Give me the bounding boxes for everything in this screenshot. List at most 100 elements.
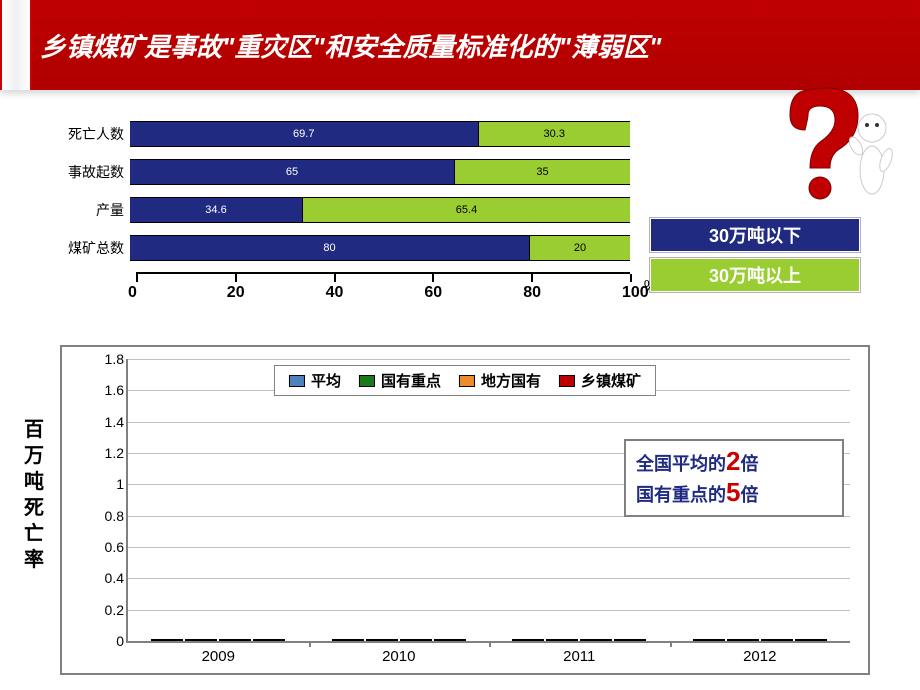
- gchart-xtick: [670, 641, 672, 647]
- hbar-chart: 死亡人数69.730.3事故起数6535产量34.665.4煤矿总数8020 %…: [60, 120, 630, 312]
- legend-label: 平均: [311, 370, 341, 391]
- hbar-x-axis: % 020406080100: [136, 272, 630, 312]
- gchart-group: [332, 639, 466, 641]
- gchart-bar: [761, 639, 793, 641]
- legend-label: 国有重点: [381, 370, 441, 391]
- gchart-bar: [795, 639, 827, 641]
- hbar-tick-label: 0: [128, 284, 137, 302]
- gchart-ylabel: 百万吨死亡率: [22, 417, 46, 573]
- gchart-group: [693, 639, 827, 641]
- gchart-bar: [332, 639, 364, 641]
- gchart-xlabel: 2012: [743, 648, 776, 665]
- gchart-gridline: [128, 422, 850, 423]
- hbar-seg-below: 80: [130, 236, 530, 260]
- hbar-seg-above: 30.3: [479, 122, 631, 146]
- gchart-ytick: 1.2: [84, 445, 124, 461]
- hbar-track: 69.730.3: [130, 121, 630, 147]
- hbar-tick-label: 40: [326, 284, 344, 302]
- hbar-label: 事故起数: [60, 162, 130, 182]
- gchart-legend: 平均 国有重点 地方国有 乡镇煤矿: [274, 365, 656, 396]
- callout-l2-pre: 国有重点的: [636, 485, 726, 505]
- question-figure: [780, 70, 900, 210]
- hbar-row: 事故起数6535: [60, 158, 630, 186]
- hbar-row: 产量34.665.4: [60, 196, 630, 224]
- hbar-tick-label: 60: [424, 284, 442, 302]
- gchart-bar: [693, 639, 725, 641]
- gchart-xtick: [309, 641, 311, 647]
- hbar-seg-above: 20: [530, 236, 630, 260]
- gchart-gridline: [128, 578, 850, 579]
- hbar-seg-below: 69.7: [130, 122, 479, 146]
- callout-l2-em: 5: [726, 477, 740, 507]
- gchart-bar: [580, 639, 612, 641]
- hbar-tick: 100: [630, 274, 632, 282]
- legend-swatch: [459, 375, 475, 387]
- hbar-legend-item: 30万吨以下: [650, 218, 860, 252]
- gchart-bar: [366, 639, 398, 641]
- gchart-ytick: 1.8: [84, 351, 124, 367]
- gchart-legend-item: 国有重点: [359, 370, 441, 391]
- gchart-xtick: [489, 641, 491, 647]
- hbar-label: 煤矿总数: [60, 238, 130, 258]
- gchart-legend-item: 平均: [289, 370, 341, 391]
- gchart-bar: [512, 639, 544, 641]
- gchart-bar: [185, 639, 217, 641]
- callout-box: 全国平均的2倍 国有重点的5倍: [624, 439, 844, 517]
- gchart-ytick: 1.4: [84, 414, 124, 430]
- gchart-ytick: 0.6: [84, 539, 124, 555]
- hbar-legend-item: 30万吨以上: [650, 258, 860, 292]
- grouped-bar-chart: 百万吨死亡率 00.20.40.60.811.21.41.61.82009201…: [60, 345, 870, 675]
- gchart-bar: [546, 639, 578, 641]
- callout-l2-post: 倍: [740, 485, 758, 505]
- gchart-bar: [727, 639, 759, 641]
- gchart-gridline: [128, 359, 850, 360]
- hbar-track: 8020: [130, 235, 630, 261]
- gchart-bar: [400, 639, 432, 641]
- hbar-tick-label: 100: [622, 284, 649, 302]
- legend-swatch: [559, 375, 575, 387]
- gchart-ytick: 1.6: [84, 382, 124, 398]
- gchart-ytick: 0.2: [84, 602, 124, 618]
- gchart-bar: [151, 639, 183, 641]
- legend-label: 地方国有: [481, 370, 541, 391]
- gchart-group: [151, 639, 285, 641]
- gchart-bar: [614, 639, 646, 641]
- gchart-legend-item: 地方国有: [459, 370, 541, 391]
- gchart-xlabel: 2009: [202, 648, 235, 665]
- gchart-ytick: 0.8: [84, 508, 124, 524]
- hbar-label: 产量: [60, 200, 130, 220]
- legend-swatch: [289, 375, 305, 387]
- gchart-bar: [219, 639, 251, 641]
- callout-l1-em: 2: [726, 446, 740, 476]
- hbar-seg-above: 35: [455, 160, 630, 184]
- hbar-track: 34.665.4: [130, 197, 630, 223]
- gchart-ytick: 1: [84, 476, 124, 492]
- gchart-bar: [253, 639, 285, 641]
- hbar-tick-label: 80: [523, 284, 541, 302]
- hbar-label: 死亡人数: [60, 124, 130, 144]
- gchart-ytick: 0: [84, 633, 124, 649]
- hbar-tick-label: 20: [227, 284, 245, 302]
- hbar-seg-below: 65: [130, 160, 455, 184]
- hbar-legend: 30万吨以下 30万吨以上: [650, 218, 860, 298]
- callout-l1-pre: 全国平均的: [636, 454, 726, 474]
- gchart-gridline: [128, 547, 850, 548]
- hbar-row: 死亡人数69.730.3: [60, 120, 630, 148]
- hbar-seg-below: 34.6: [130, 198, 303, 222]
- hbar-seg-above: 65.4: [303, 198, 630, 222]
- callout-l1-post: 倍: [740, 454, 758, 474]
- hbar-tick: 80: [531, 274, 533, 282]
- hbar-row: 煤矿总数8020: [60, 234, 630, 262]
- page-title: 乡镇煤矿是事故"重灾区"和安全质量标准化的"薄弱区": [40, 27, 661, 64]
- gchart-ytick: 0.4: [84, 570, 124, 586]
- hbar-tick: 60: [432, 274, 434, 282]
- legend-label: 乡镇煤矿: [581, 370, 641, 391]
- hbar-tick: 20: [235, 274, 237, 282]
- gchart-bar: [434, 639, 466, 641]
- gchart-group: [512, 639, 646, 641]
- legend-swatch: [359, 375, 375, 387]
- gchart-xlabel: 2010: [382, 648, 415, 665]
- hbar-tick: 0: [136, 274, 138, 282]
- gchart-gridline: [128, 610, 850, 611]
- hbar-track: 6535: [130, 159, 630, 185]
